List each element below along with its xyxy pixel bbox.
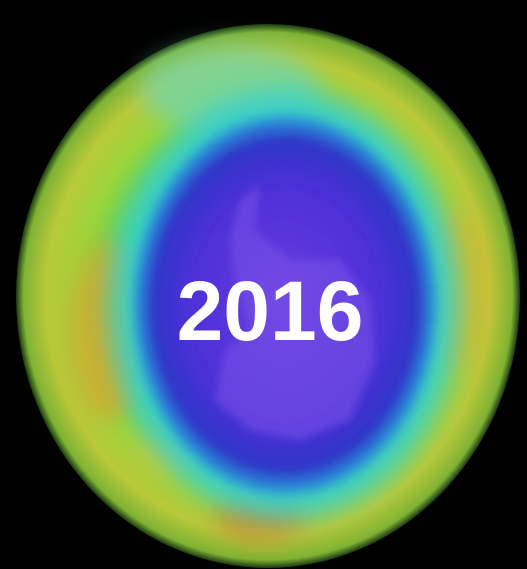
antarctica <box>215 185 375 440</box>
year-label: 2016 <box>177 264 364 358</box>
